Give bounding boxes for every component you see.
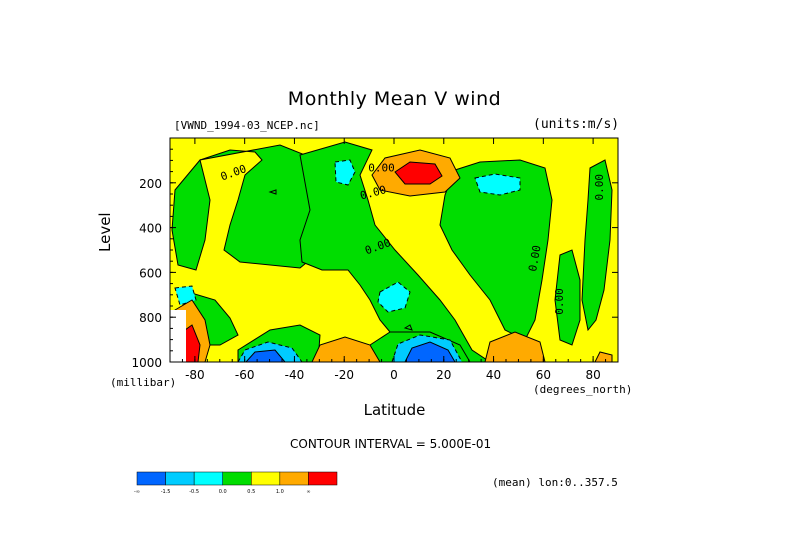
small-contour [268,189,277,195]
x-tick-label: 0 [390,368,398,382]
blue-region-equator-min [404,341,456,362]
colorbar-label: 1.0 [276,489,284,495]
y-axis-units: (millibar) [110,376,177,389]
orange-region-arctic-surface [594,351,613,362]
plot-area [170,138,618,362]
contour-label: 0.00 [593,174,606,201]
red-region-upper-max [394,161,443,185]
colorbar-label: -1.5 [161,489,171,495]
longitude-mean-note: (mean) lon:0..357.5 [492,476,618,489]
green-region-northern-strip [554,249,581,346]
colorbar-label: 0.0 [219,489,227,495]
missing-data-region [170,310,186,362]
orange-region-south-surface [311,336,381,362]
x-tick-label: -80 [185,368,205,382]
colorbar-swatch [165,471,195,486]
green-region-tropics [299,141,491,362]
x-tick-label: 60 [536,368,551,382]
colorbar-label: 0.5 [247,489,255,495]
colorbar-swatch [193,471,223,486]
colorbar-swatch [222,471,252,486]
chart-title: Monthly Mean V wind [287,88,502,110]
green-region-south-edge [171,158,211,271]
contour-label: 0.00 [368,162,395,175]
x-tick-label: -60 [235,368,255,382]
small-contour [403,324,413,331]
x-axis-units: (degrees_north) [533,383,633,396]
x-tick-label: -40 [285,368,305,382]
colorbar-swatch [251,471,281,486]
y-tick-label: 600 [139,266,162,280]
colorbar-label: -0.5 [189,489,199,495]
x-axis: -80 -60 -40 -20 0 20 40 60 80 [169,138,619,382]
y-axis: 200 400 600 800 1000 [131,148,618,370]
colorbar-label: ∞ [306,489,310,495]
blue-region-south-min [245,349,286,362]
contour-interval-note: CONTOUR INTERVAL = 5.000E-01 [290,437,492,451]
x-tick-label: 20 [436,368,451,382]
colorbar-swatch [308,471,338,486]
x-axis-label: Latitude [363,401,426,419]
y-tick-label: 200 [139,177,162,191]
units-label: (units:m/s) [533,117,620,132]
colorbar-swatch [136,471,166,486]
orange-region-north-surface [484,331,546,362]
y-tick-label: 1000 [131,356,162,370]
y-tick-label: 800 [139,311,162,325]
colorbar: -∞ -1.5 -0.5 0.0 0.5 1.0 ∞ [134,471,338,495]
y-tick-label: 400 [139,222,162,236]
dataset-label: [VWND_1994-03_NCEP.nc] [174,119,320,132]
colorbar-swatch [279,471,309,486]
green-region-arctic [581,159,613,332]
contour-label: 0.00 [526,244,543,272]
cyan-region-upper [334,159,356,186]
x-tick-label: 80 [585,368,600,382]
green-region-northern-midlat [439,159,553,341]
contour-label: 0.00 [553,288,566,315]
cyan-region-northern-upper [474,173,521,196]
x-tick-label: -20 [334,368,354,382]
colorbar-label: -∞ [134,489,140,495]
cyan-region-mid [377,281,411,313]
x-tick-label: 40 [486,368,501,382]
